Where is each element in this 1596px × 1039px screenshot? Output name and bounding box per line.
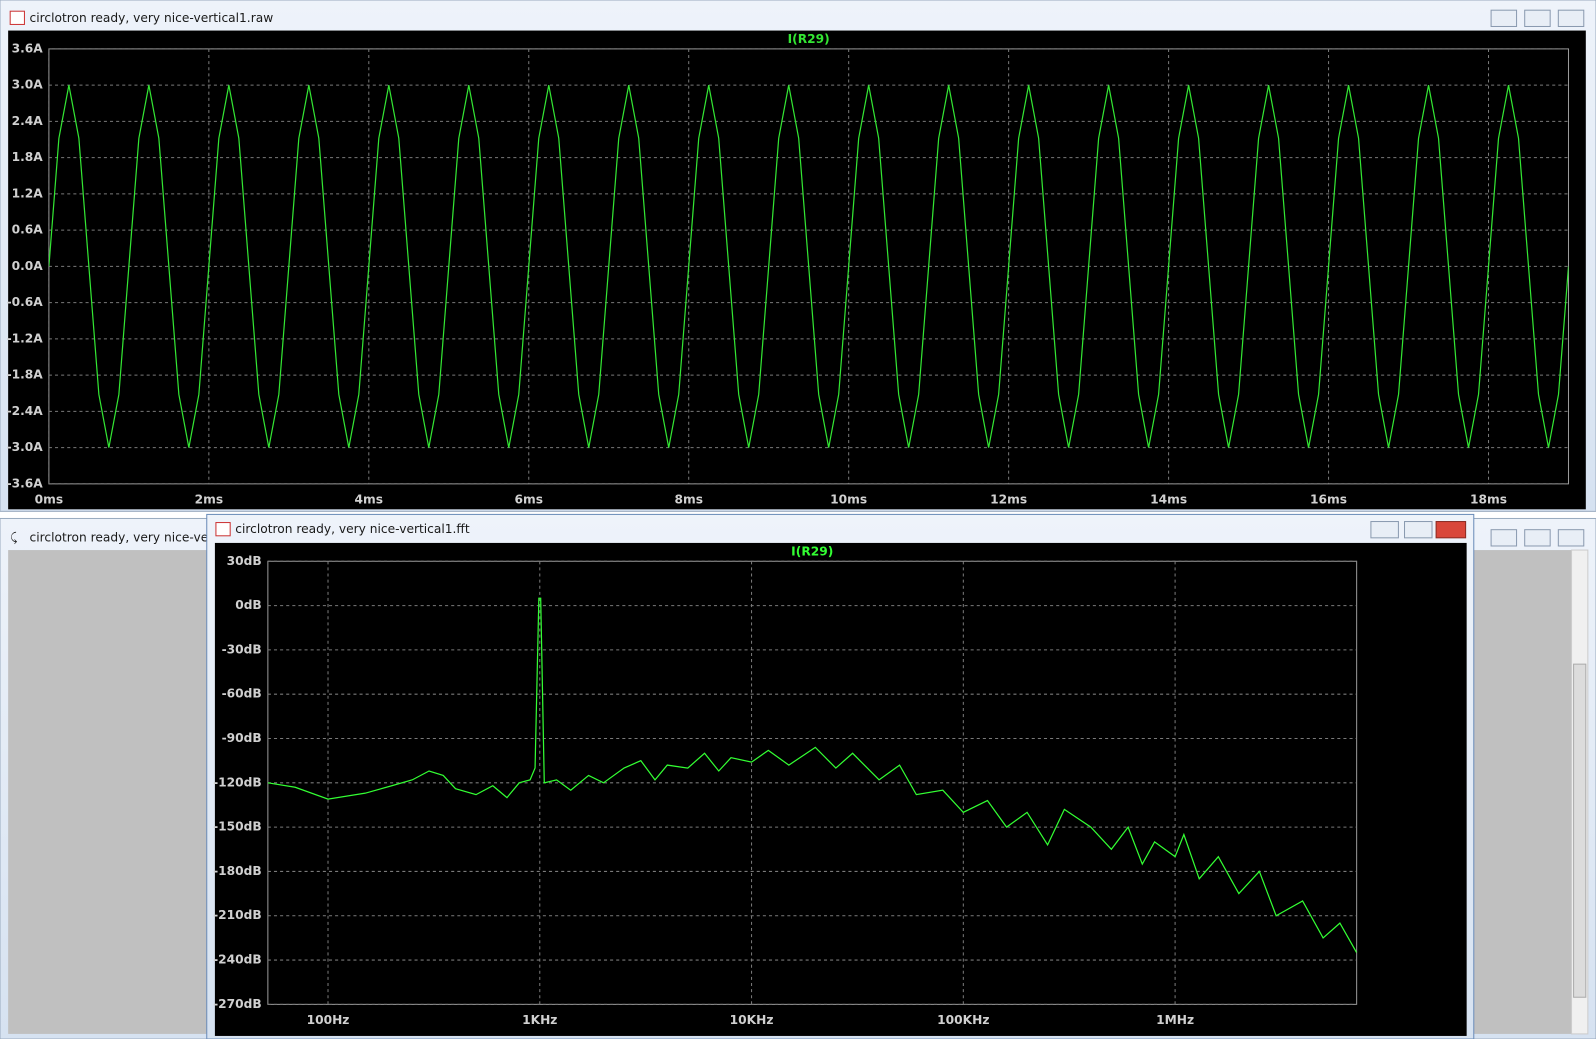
trace-label: I(R29) xyxy=(791,545,833,559)
y-tick-label: -60dB xyxy=(222,687,262,701)
x-tick-label: 10ms xyxy=(830,493,867,507)
x-tick-label: 100Hz xyxy=(307,1013,350,1027)
minimize-button[interactable] xyxy=(1490,9,1518,27)
scroll-thumb[interactable] xyxy=(1573,663,1587,998)
maximize-button[interactable] xyxy=(1404,521,1433,539)
y-tick-label: -0.6A xyxy=(7,295,44,309)
x-tick-label: 16ms xyxy=(1310,493,1347,507)
close-button[interactable] xyxy=(1557,9,1585,27)
x-tick-label: 0ms xyxy=(35,493,64,507)
chart: 30dB 0dB -30dB -60dB -90dB -120dB -150dB -180dB… xyxy=(213,545,1357,1027)
trace xyxy=(267,597,1357,953)
x-tick-label: 4ms xyxy=(355,493,384,507)
window-title: circlotron ready, very nice-vertical1.ra… xyxy=(30,11,274,25)
window-icon xyxy=(9,10,25,25)
x-tick-label: 18ms xyxy=(1470,493,1507,507)
y-tick-label: 1.2A xyxy=(12,186,44,200)
minimize-button[interactable] xyxy=(1370,521,1399,539)
y-tick-label: 1.8A xyxy=(12,150,44,164)
window-raw: circlotron ready, very nice-vertical1.ra… xyxy=(0,0,1596,512)
maximize-button[interactable] xyxy=(1524,9,1551,27)
window-fft: circlotron ready, very nice-vertical1.ff… xyxy=(206,513,1475,1039)
y-tick-label: -120dB xyxy=(213,775,262,789)
window-icon: ⤹ xyxy=(9,530,17,544)
y-tick-label: 30dB xyxy=(227,554,262,568)
trace-label: I(R29) xyxy=(788,32,830,46)
y-tick-label: -30dB xyxy=(222,642,262,656)
y-tick-label: 3.6A xyxy=(12,41,44,55)
window-title: circlotron ready, very nice-vertica xyxy=(30,530,236,544)
x-tick-label: 6ms xyxy=(515,493,544,507)
close-button[interactable] xyxy=(1435,521,1467,539)
x-tick-label: 1KHz xyxy=(522,1013,557,1027)
y-tick-label: -180dB xyxy=(213,864,262,878)
x-tick-label: 14ms xyxy=(1150,493,1187,507)
plot-pane xyxy=(8,30,1586,510)
y-tick-label: -1.8A xyxy=(7,368,44,382)
plot-pane xyxy=(214,542,1467,1036)
y-tick-label: 3.0A xyxy=(12,78,44,92)
y-tick-label: 0.6A xyxy=(12,223,44,237)
x-tick-label: 12ms xyxy=(990,493,1027,507)
chart: 3.6A 3.0A 2.4A 1.8A 1.2A 0.6A 0.0A -0.6A -1.2A -1… xyxy=(7,32,1569,507)
y-tick-label: -270dB xyxy=(213,997,262,1011)
close-button[interactable] xyxy=(1557,529,1585,547)
x-tick-label: 8ms xyxy=(674,493,703,507)
y-tick-label: 0.0A xyxy=(12,259,44,273)
y-tick-label: 2.4A xyxy=(12,114,44,128)
y-tick-label: 0dB xyxy=(235,598,262,612)
window-icon xyxy=(215,522,231,537)
x-tick-label: 10KHz xyxy=(730,1013,774,1027)
trace xyxy=(48,85,1569,448)
y-tick-label: -90dB xyxy=(222,731,262,745)
x-tick-label: 100KHz xyxy=(937,1013,989,1027)
maximize-button[interactable] xyxy=(1524,529,1551,547)
x-tick-label: 2ms xyxy=(195,493,224,507)
x-tick-label: 1MHz xyxy=(1156,1013,1194,1027)
y-tick-label: -240dB xyxy=(213,953,262,967)
y-tick-label: -2.4A xyxy=(7,404,44,418)
y-tick-label: -1.2A xyxy=(7,331,44,345)
window-title: circlotron ready, very nice-vertical1.ff… xyxy=(235,522,470,536)
y-tick-label: -210dB xyxy=(213,908,262,922)
minimize-button[interactable] xyxy=(1490,529,1518,547)
y-tick-label: -3.0A xyxy=(7,440,44,454)
y-tick-label: -150dB xyxy=(213,820,262,834)
y-tick-label: -3.6A xyxy=(7,476,44,490)
